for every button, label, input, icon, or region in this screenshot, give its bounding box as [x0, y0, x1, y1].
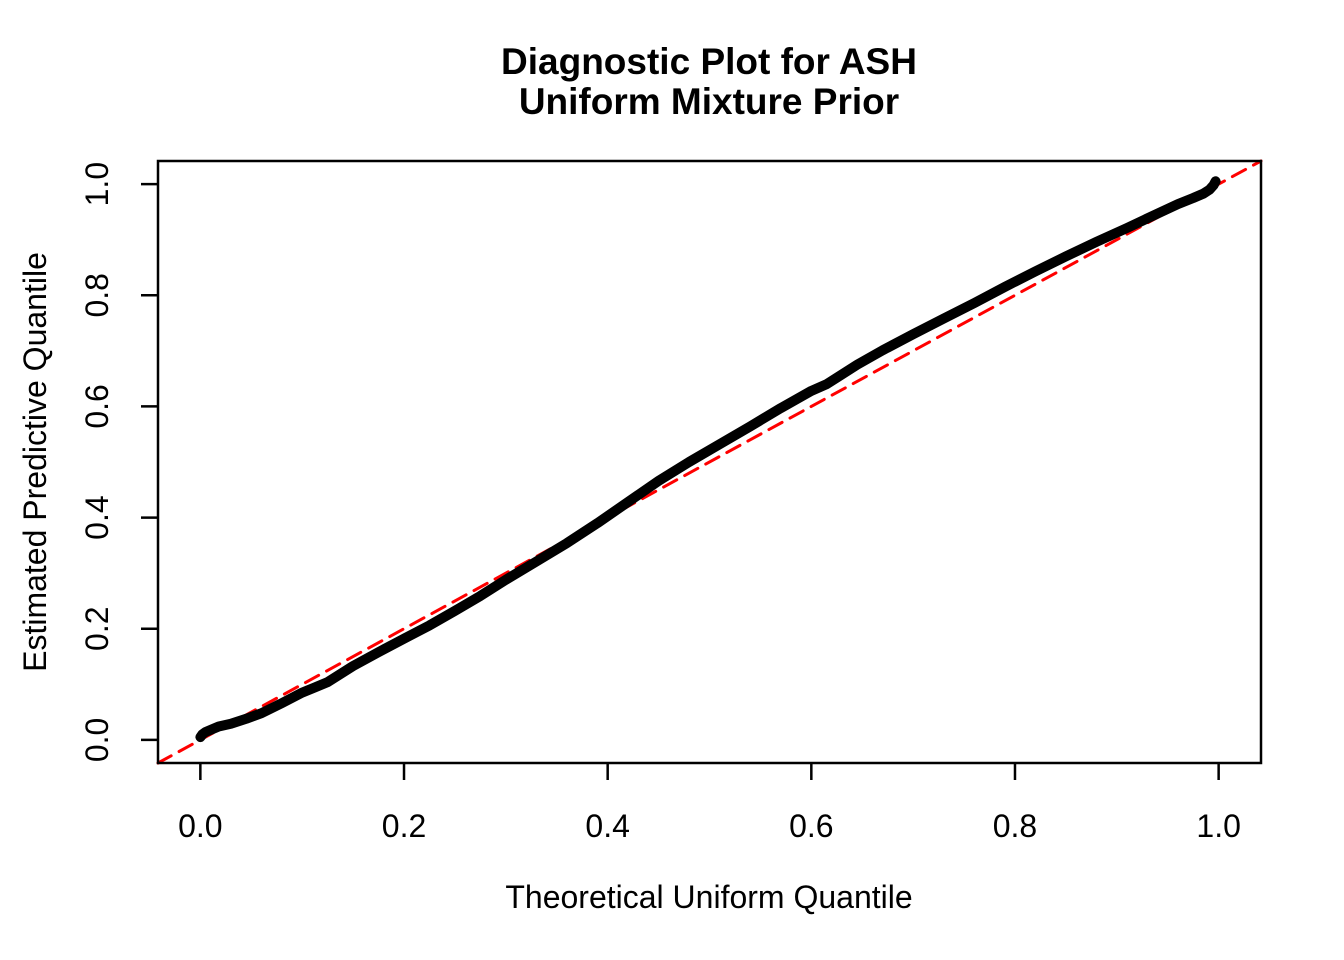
x-tick-label: 0.2 [382, 808, 426, 844]
x-tick-label: 0.4 [585, 808, 629, 844]
y-tick-label: 0.0 [79, 718, 115, 762]
plot-frame [156, 159, 1263, 765]
y-tick-label: 0.4 [79, 495, 115, 539]
x-axis-label: Theoretical Uniform Quantile [505, 879, 912, 915]
estimated-predictive-quantiles [195, 176, 1221, 743]
plot-series-layer [156, 159, 1263, 765]
y-axis-ticks: 0.0 0.2 0.4 0.6 0.8 1.0 [79, 162, 158, 762]
y-tick-label: 1.0 [79, 162, 115, 206]
x-tick-label: 1.0 [1196, 808, 1240, 844]
x-tick-label: 0.0 [178, 808, 222, 844]
identity-reference-line [156, 159, 1263, 765]
y-tick-label: 0.8 [79, 273, 115, 317]
y-tick-label: 0.6 [79, 384, 115, 428]
x-tick-label: 0.6 [789, 808, 833, 844]
x-axis-ticks: 0.0 0.2 0.4 0.6 0.8 1.0 [178, 763, 1241, 844]
x-tick-label: 0.8 [993, 808, 1037, 844]
chart-title-line-2: Uniform Mixture Prior [519, 81, 899, 122]
y-axis-label: Estimated Predictive Quantile [17, 252, 53, 672]
y-tick-label: 0.2 [79, 606, 115, 650]
chart-title-line-1: Diagnostic Plot for ASH [501, 41, 917, 82]
